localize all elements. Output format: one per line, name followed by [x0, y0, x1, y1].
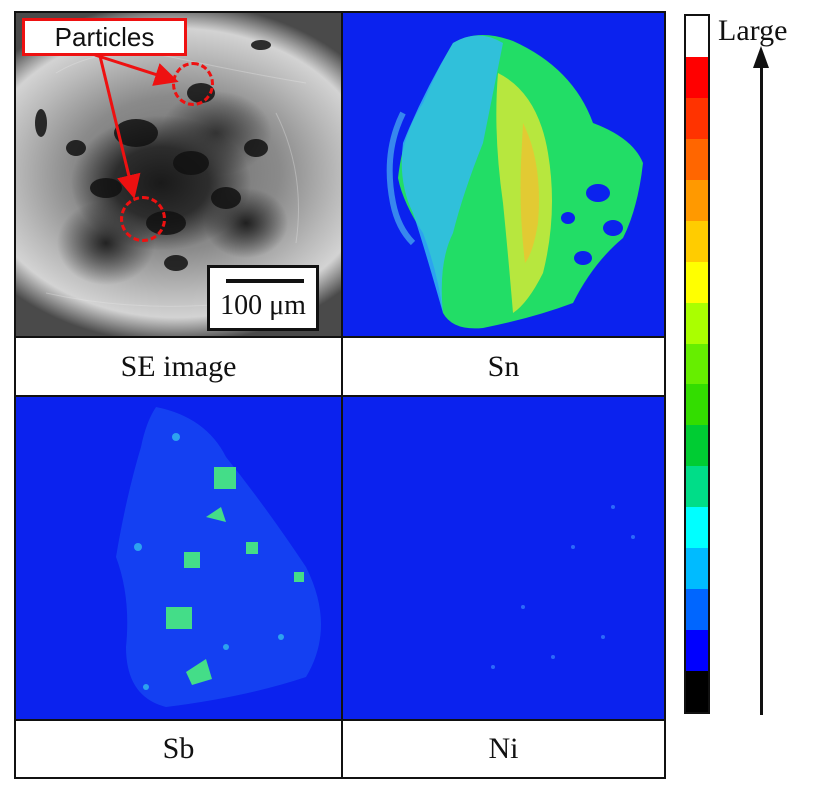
colorbar-step-9: [686, 384, 708, 426]
colorbar-step-8: [686, 343, 708, 385]
colorbar-step-14: [686, 589, 708, 631]
panel-divider-3: [16, 719, 664, 721]
panel-grid: SE image Sn: [14, 11, 666, 779]
particles-annotation: Particles: [22, 18, 187, 56]
particle-circle-2: [120, 196, 166, 242]
sn-map-panel: [343, 13, 664, 336]
sb-label: Sb: [16, 721, 341, 777]
colorbar-step-6: [686, 261, 708, 303]
colorbar-step-5: [686, 220, 708, 262]
ni-map-panel: [343, 397, 664, 719]
colorbar-step-15: [686, 630, 708, 671]
colorbar-large-label: Large: [718, 14, 788, 47]
colorbar-step-0: [686, 16, 708, 57]
panel-divider-2: [16, 395, 664, 397]
colorbar-step-3: [686, 138, 708, 180]
sb-distribution: [116, 407, 321, 707]
up-arrow-shaft: [760, 60, 763, 715]
se-image-label: SE image: [16, 338, 341, 395]
colorbar-step-13: [686, 548, 708, 590]
scale-bar: 100 μm: [207, 265, 319, 331]
colorbar-step-7: [686, 302, 708, 344]
sn-label: Sn: [343, 338, 664, 395]
colorbar-step-4: [686, 179, 708, 221]
colorbar-step-2: [686, 97, 708, 139]
up-arrow-head-icon: [753, 46, 769, 68]
scale-bar-label: 100 μm: [220, 290, 306, 321]
colorbar-step-12: [686, 507, 708, 549]
colorbar-step-16: [686, 671, 708, 712]
ni-label: Ni: [343, 721, 664, 777]
colorbar-step-10: [686, 425, 708, 467]
colorbar-step-1: [686, 56, 708, 98]
sb-map-panel: [16, 397, 341, 719]
sn-distribution: [386, 34, 643, 329]
ni-distribution: [491, 505, 635, 669]
panel-divider-1: [16, 336, 664, 338]
particle-circle-1: [172, 62, 214, 106]
intensity-colorbar: [684, 14, 710, 714]
colorbar-step-11: [686, 466, 708, 508]
scale-bar-line: [226, 279, 304, 283]
